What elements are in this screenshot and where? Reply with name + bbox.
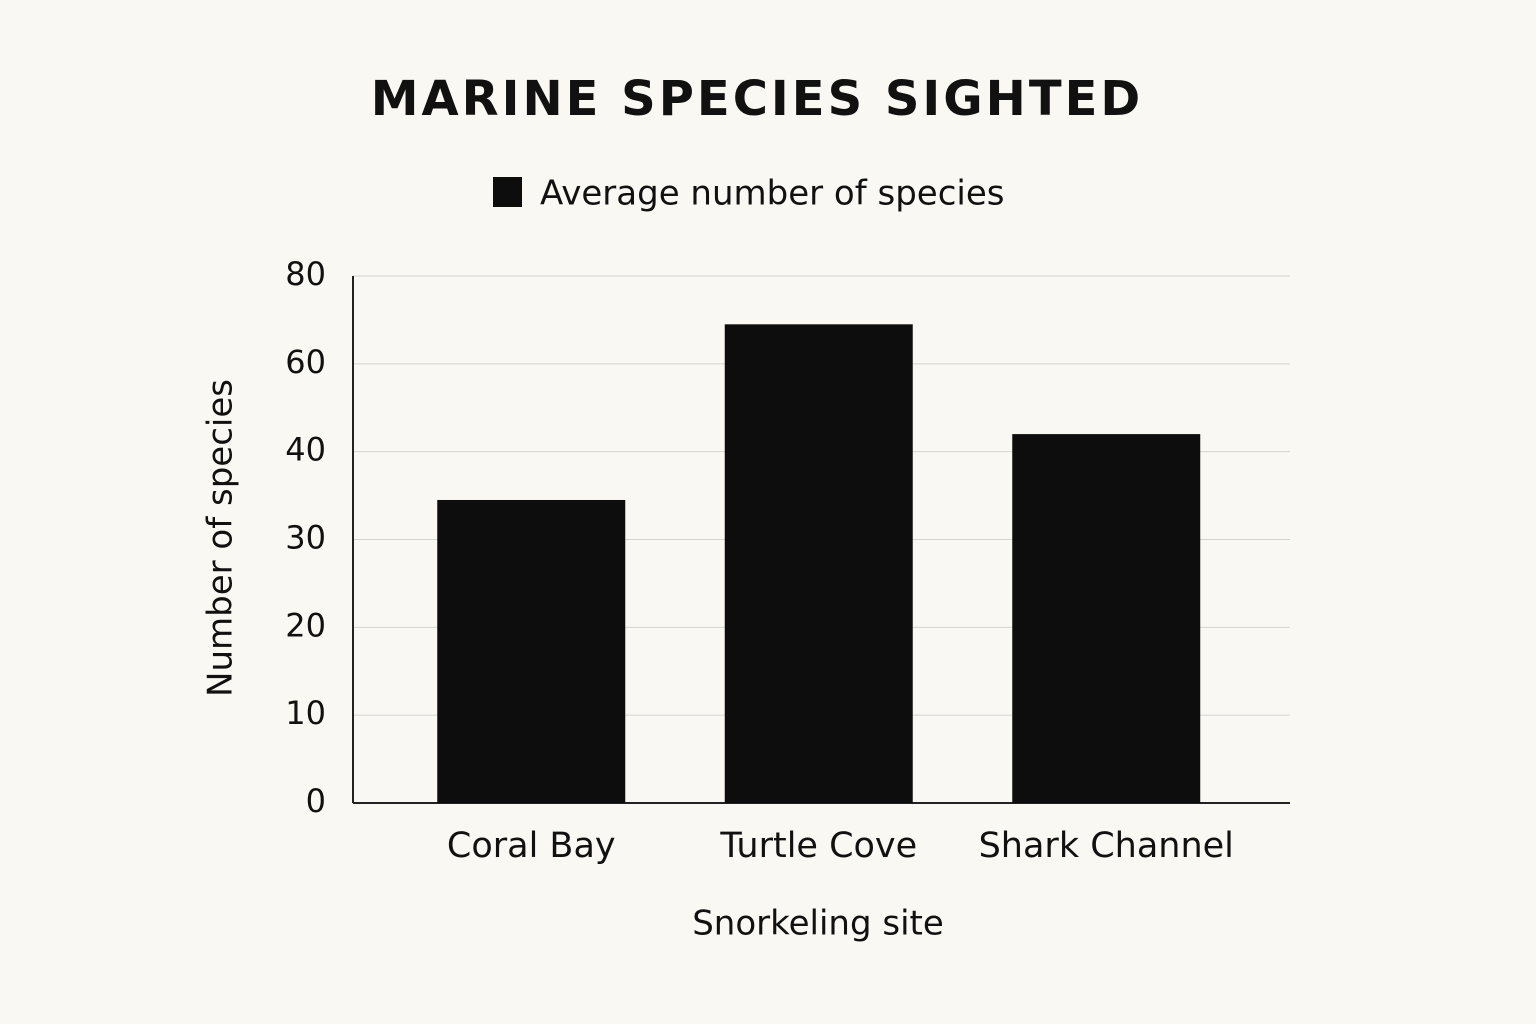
bar — [437, 499, 626, 803]
y-tick-label: 0 — [306, 782, 326, 820]
legend-label: Average number of species — [540, 174, 1005, 214]
x-tick-label: Turtle Cove — [719, 826, 917, 866]
legend-swatch — [493, 177, 522, 207]
y-tick-label: 40 — [285, 431, 326, 469]
x-axis-label: Snorkeling site — [692, 904, 944, 944]
y-tick-label: 10 — [285, 694, 326, 732]
x-tick-label: Shark Channel — [979, 826, 1234, 866]
y-tick-label: 60 — [285, 343, 326, 381]
x-tick-label: Coral Bay — [447, 826, 616, 866]
chart-title: MARINE SPECIES SIGHTED — [371, 71, 1143, 127]
bar — [724, 324, 913, 803]
y-tick-label: 80 — [285, 255, 326, 293]
y-axis-label: Number of species — [201, 379, 241, 697]
y-tick-label: 30 — [285, 519, 326, 557]
y-tick-label: 20 — [285, 606, 326, 644]
bar — [1012, 434, 1201, 803]
